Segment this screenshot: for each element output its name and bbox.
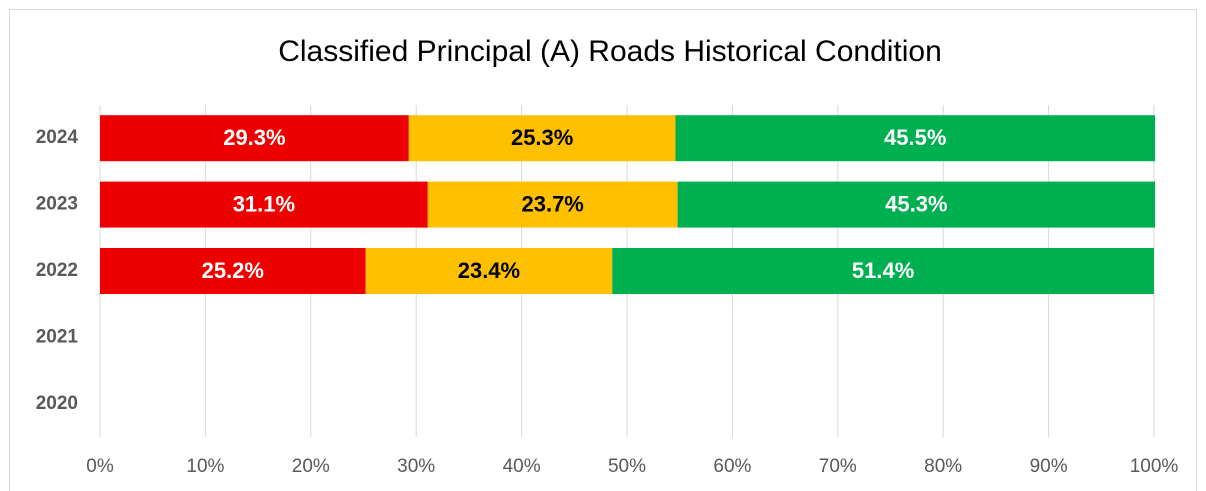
y-tick-label: 2023 xyxy=(36,194,78,215)
value-label: 23.4% xyxy=(458,258,520,283)
y-tick-label: 2024 xyxy=(36,127,79,148)
x-tick-label: 10% xyxy=(186,456,224,477)
value-label: 25.2% xyxy=(202,258,264,283)
y-tick-label: 2022 xyxy=(36,260,78,281)
value-label: 23.7% xyxy=(521,191,583,216)
y-tick-label: 2020 xyxy=(36,393,78,414)
x-tick-label: 70% xyxy=(819,456,857,477)
bar-segment xyxy=(427,181,678,228)
x-tick-label: 30% xyxy=(397,456,435,477)
bar-segment xyxy=(408,115,676,162)
x-tick-label: 90% xyxy=(1030,456,1068,477)
bar-segment xyxy=(365,248,613,294)
value-label: 25.3% xyxy=(511,125,573,150)
x-tick-label: 20% xyxy=(292,456,330,477)
value-label: 29.3% xyxy=(223,125,285,150)
bar-segment xyxy=(675,115,1156,162)
value-label: 45.3% xyxy=(885,191,947,216)
x-tick-label: 40% xyxy=(503,456,541,477)
bar-segment xyxy=(612,248,1154,294)
x-tick-label: 50% xyxy=(608,456,646,477)
chart-title: Classified Principal (A) Roads Historica… xyxy=(278,35,942,68)
x-tick-label: 60% xyxy=(713,456,751,477)
value-label: 51.4% xyxy=(852,258,914,283)
x-tick-label: 100% xyxy=(1130,456,1179,477)
bar-segment xyxy=(100,115,409,162)
y-tick-label: 2021 xyxy=(36,326,79,347)
x-tick-label: 0% xyxy=(86,456,114,477)
bar-segment xyxy=(100,181,428,228)
bar-segment xyxy=(677,181,1156,228)
bar-segment xyxy=(100,248,366,294)
value-label: 31.1% xyxy=(233,191,295,216)
x-tick-label: 80% xyxy=(924,456,962,477)
value-label: 45.5% xyxy=(884,125,946,150)
